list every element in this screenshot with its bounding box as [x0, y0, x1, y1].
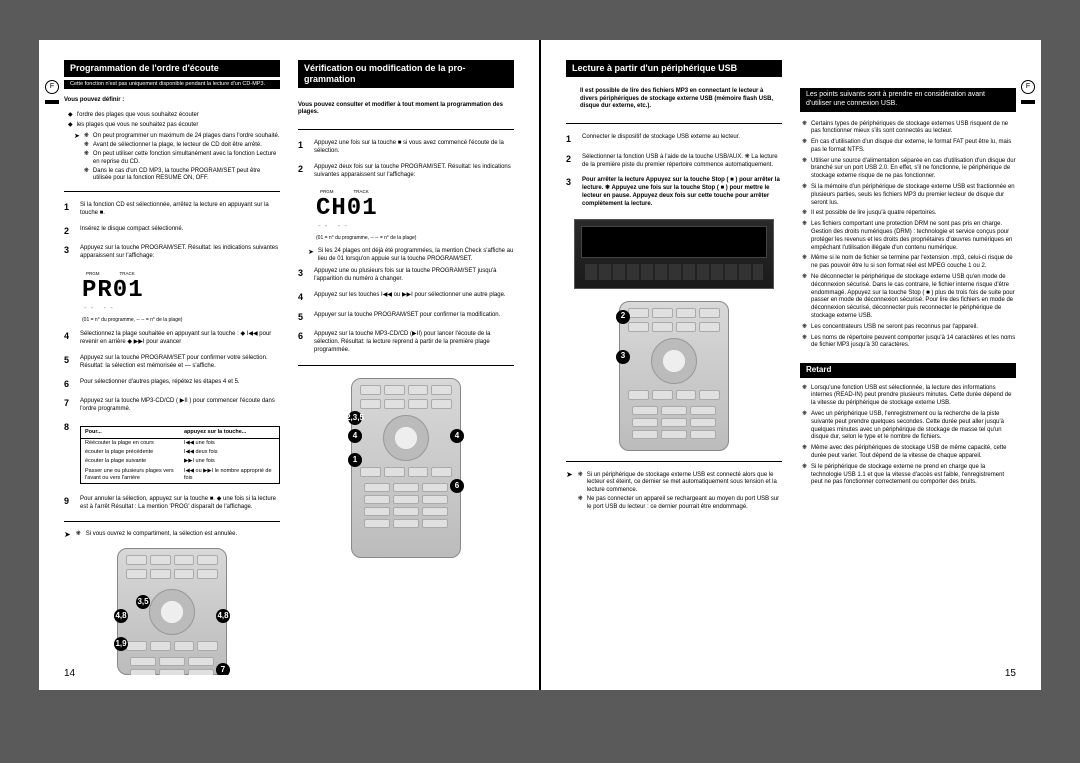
badge-icon: 4: [450, 429, 464, 443]
bullet: ◆les plages que vous ne souhaitez pas éc…: [68, 122, 280, 130]
ustep-1: 1Connecter le dispositif de stockage USB…: [566, 134, 782, 146]
vstep-6: 6Appuyez sur la touche MP3-CD/CD (▶II) p…: [298, 331, 514, 354]
ustep-3: 3Pour arrêter la lecture Appuyez sur la …: [566, 177, 782, 208]
badge-icon: 2,3,5: [348, 411, 362, 425]
margin-marker-right: [1021, 100, 1035, 104]
step-4: 4Sélectionnez la plage souhaitée en appu…: [64, 331, 280, 347]
badge-icon: 3,5: [136, 595, 150, 609]
badge-icon: 4,8: [114, 609, 128, 623]
section-title-usb: Lecture à partir d'un périphérique USB: [566, 60, 782, 77]
vstep-5: 5Appuyer sur la touche PROGRAM/SET pour …: [298, 312, 514, 324]
intro-usb: Il est possible de lire des fichiers MP3…: [566, 88, 782, 111]
step-3: 3Appuyez sur la touche PROGRAM/SET. Résu…: [64, 245, 280, 261]
badge-icon: 4: [348, 429, 362, 443]
right-col1: Lecture à partir d'un périphérique USB I…: [566, 60, 782, 675]
vstep-3: 3Appuyez une ou plusieurs fois sur la to…: [298, 268, 514, 284]
section-title-verify: Vérification ou modification de la pro-g…: [298, 60, 514, 88]
page-left: F Programmation de l'ordre d'écoute Cett…: [39, 40, 539, 690]
left-col1: Programmation de l'ordre d'écoute Cette …: [64, 60, 280, 675]
page-number-right: 15: [1005, 667, 1016, 680]
step-7: 7Appuyez sur la touche MP3-CD/CD ( ▶II )…: [64, 398, 280, 414]
ustep-2: 2Sélectionner la fonction USB à l'aide d…: [566, 154, 782, 170]
arrow-note: ➤ ❋On peut programmer un maximum de 24 p…: [74, 132, 280, 184]
lcd-display-ch01: PRGMTRACK CH01 -- --: [316, 189, 436, 229]
step-2: 2Insérez le disque compact sélectionné.: [64, 226, 280, 238]
usb-note-1: ➤ ❋Si un périphérique de stockage extern…: [566, 471, 782, 513]
bullet: ◆l'ordre des plages que vous souhaitez é…: [68, 112, 280, 120]
badge-icon: 6: [450, 479, 464, 493]
margin-label-left: F: [45, 80, 59, 94]
step-8: 8 Pour...appuyez sur la touche... Réécou…: [64, 422, 280, 488]
remote-control-left: 3,5 4,8 4,8 1,9 7: [117, 548, 227, 675]
page-right: F Lecture à partir d'un périphérique USB…: [541, 40, 1041, 690]
display-caption-2: (01 = n° du programme, -- -- = n° de la …: [316, 235, 514, 242]
badge-icon: 7: [216, 663, 230, 675]
intro-define: Vous pouvez définir :: [64, 97, 280, 105]
badge-icon: 2: [616, 310, 630, 324]
badge-icon: 1,9: [114, 637, 128, 651]
usb-consideration-title: Les points suivants sont à prendre en co…: [800, 88, 1016, 112]
retard-title: Retard: [800, 363, 1016, 377]
step-6: 6Pour sélectionner d'autres plages, répé…: [64, 379, 280, 391]
vstep-2: 2Appuyez deux fois sur la touche PROGRAM…: [298, 164, 514, 180]
step-1: 1Si la fonction CD est sélectionnée, arr…: [64, 202, 280, 218]
badge-icon: 4,8: [216, 609, 230, 623]
badge-icon: 1: [348, 453, 362, 467]
check-note: ➤Si les 24 plages ont déjà été programmé…: [308, 248, 514, 264]
step-9: 9Pour annuler la sélection, appuyez sur …: [64, 496, 280, 512]
margin-label-right: F: [1021, 80, 1035, 94]
badge-icon: 3: [616, 350, 630, 364]
footnote: ➤❋ Si vous ouvrez le compartiment, la sé…: [64, 531, 280, 539]
usb-bullet-list: ❋Certains types de périphériques de stoc…: [802, 120, 1016, 354]
vstep-4: 4Appuyez sur les touches I◀◀ ou ▶▶I pour…: [298, 292, 514, 304]
section-title-prog: Programmation de l'ordre d'écoute: [64, 60, 280, 77]
audio-device-image: [574, 219, 774, 289]
section-subtitle-prog: Cette fonction n'est pas uniquement disp…: [64, 80, 280, 89]
step-5: 5Appuyez sur la touche PROGRAM/SET pour …: [64, 355, 280, 371]
margin-marker-left: [45, 100, 59, 104]
right-col2: Les points suivants sont à prendre en co…: [800, 60, 1016, 675]
lcd-display-pr01: PRGMTRACK PR01 -- --: [82, 271, 202, 311]
remote-control-left2: 2,3,5 4 4 1 6: [351, 378, 461, 558]
left-col2: Vérification ou modification de la pro-g…: [298, 60, 514, 675]
vstep-1: 1Appuyez une fois sur la touche ■ si vou…: [298, 140, 514, 156]
display-caption: (01 = n° du programme, -- -- = n° de la …: [82, 317, 280, 324]
retard-bullet-list: ❋Lorsqu'une fonction USB est sélectionné…: [802, 384, 1016, 491]
remote-control-right: 2 3: [619, 301, 729, 451]
page-spread: F Programmation de l'ordre d'écoute Cett…: [39, 40, 1041, 690]
page-number-left: 14: [64, 667, 75, 680]
action-table: Pour...appuyez sur la touche... Réécoute…: [80, 426, 280, 484]
intro-verify: Vous pouvez consulter et modifier à tout…: [298, 102, 514, 118]
